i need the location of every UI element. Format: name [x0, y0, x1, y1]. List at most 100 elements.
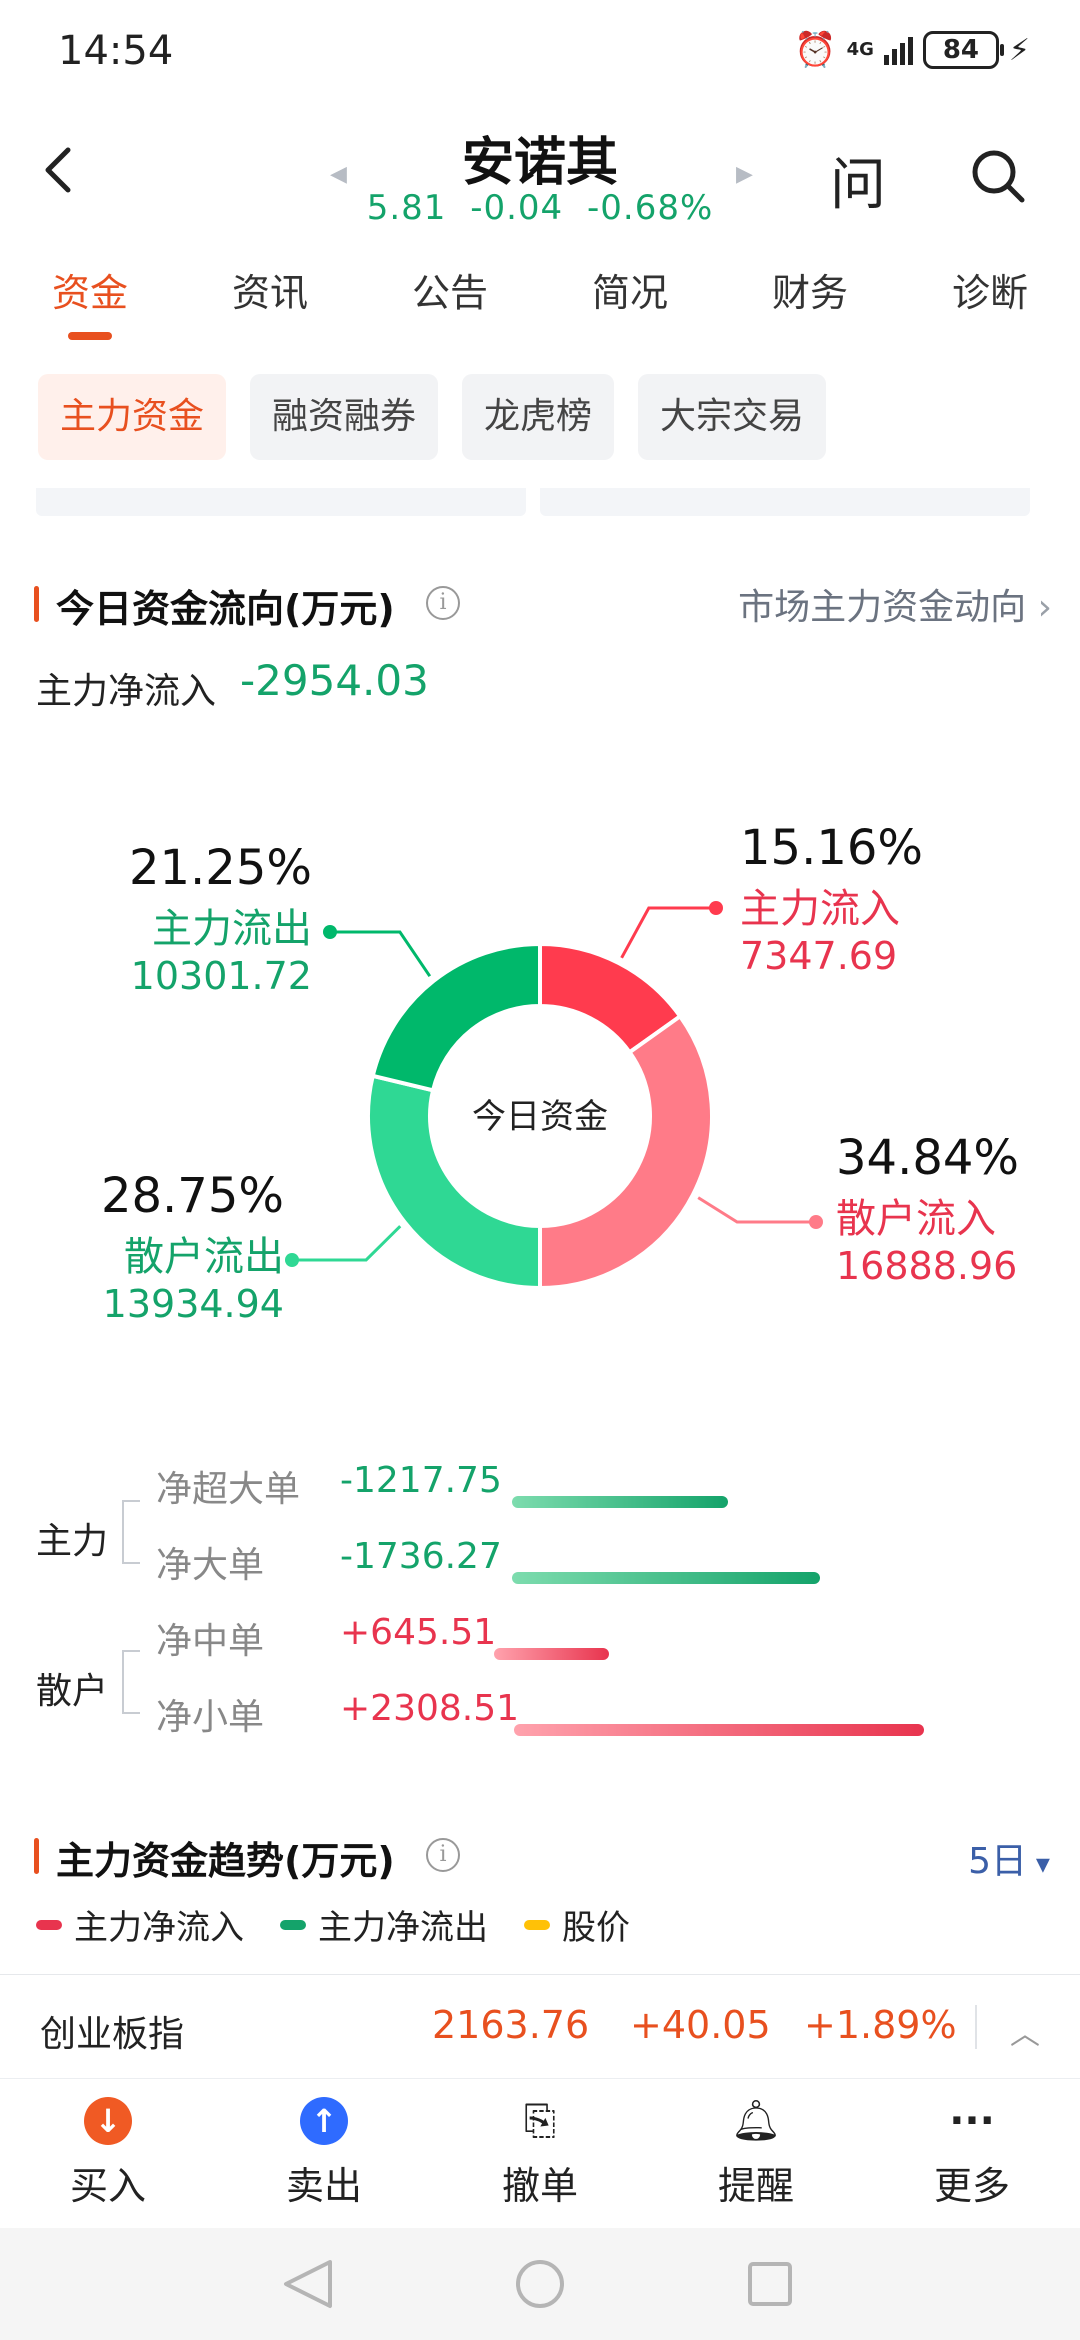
retail-group-label: 散户	[36, 1671, 109, 1712]
leader-dot-3	[323, 925, 337, 939]
fund-flow-donut: 今日资金 15.16% 主力流入 7347.69 34.84% 散户流入 168…	[0, 760, 1080, 1380]
sell-label: 卖出	[285, 2164, 362, 2208]
search-icon[interactable]	[968, 146, 1028, 206]
chevron-right-icon: ›	[1037, 587, 1052, 628]
retail-bracket	[122, 1650, 140, 1714]
buy-label: 买入	[69, 2164, 146, 2208]
stock-price: 5.81	[366, 188, 447, 228]
donut-slice-3	[370, 941, 542, 1093]
alert-button[interactable]: 🔔︎ 提醒	[676, 2097, 836, 2210]
legend-label-inflow: 主力净流入	[74, 1908, 244, 1948]
more-label: 更多	[933, 2164, 1010, 2208]
row-value-medium: +645.51	[340, 1612, 497, 1653]
index-divider	[975, 2005, 977, 2049]
market-flow-link-label: 市场主力资金动向	[738, 587, 1027, 628]
row-value-small: +2308.51	[340, 1688, 520, 1729]
row-value-large: -1736.27	[340, 1536, 502, 1577]
leader-line-3	[330, 930, 432, 978]
tab-funds[interactable]: 资金	[51, 271, 128, 315]
sell-button[interactable]: ↑ 卖出	[244, 2097, 404, 2210]
system-nav-bar	[0, 2228, 1080, 2340]
next-stock-icon[interactable]: ▶	[736, 162, 753, 187]
action-bar: ↓ 买入 ↑ 卖出 ⎘ 撤单 🔔︎ 提醒 ··· 更多	[0, 2078, 1080, 2228]
market-flow-link[interactable]: 市场主力资金动向 ›	[738, 578, 1052, 630]
status-time: 14:54	[58, 28, 174, 74]
main-in-name: 主力流入	[740, 886, 900, 932]
leader-line-0	[620, 906, 716, 959]
index-value: 2163.76	[432, 2003, 590, 2047]
index-name: 创业板指	[40, 2014, 185, 2055]
retail-out-name: 散户流出	[124, 1234, 284, 1280]
tab-news[interactable]: 资讯	[231, 271, 308, 315]
subtab-margin[interactable]: 融资融券	[250, 374, 439, 460]
bar-large	[512, 1572, 821, 1584]
cancel-order-button[interactable]: ⎘ 撤单	[460, 2097, 620, 2210]
nav-recents-icon[interactable]	[748, 2262, 792, 2306]
quote-row: 5.81 -0.04 -0.68%	[0, 188, 1080, 228]
subtab-block-trade[interactable]: 大宗交易	[638, 374, 827, 460]
row-label-small: 净小单	[156, 1697, 265, 1738]
main-bracket	[122, 1500, 140, 1564]
legend-swatch-outflow	[280, 1919, 306, 1930]
nav-back-icon[interactable]	[284, 2260, 332, 2308]
legend-label-outflow: 主力净流出	[318, 1908, 488, 1948]
subtab-main-funds[interactable]: 主力资金	[38, 374, 227, 460]
bar-medium	[494, 1648, 609, 1660]
donut-center-label: 今日资金	[472, 1097, 608, 1137]
slice-label-retail-out: 28.75% 散户流出 13934.94	[84, 1168, 284, 1326]
net-inflow-label: 主力净流入	[36, 671, 217, 712]
period-selector[interactable]: 5日	[968, 1832, 1050, 1884]
main-out-amount: 10301.72	[130, 954, 312, 998]
index-ticker-bar[interactable]: 创业板指 2163.76 +40.05 +1.89% ︿	[0, 1974, 1080, 2078]
stock-change: -0.04	[470, 188, 564, 228]
chevron-up-icon[interactable]: ︿	[1010, 2017, 1040, 2052]
buy-button[interactable]: ↓ 买入	[28, 2097, 188, 2210]
more-button[interactable]: ··· 更多	[892, 2097, 1052, 2210]
summary-card-right	[540, 488, 1030, 516]
stock-header: 安诺其 ◀ 5.81 -0.04 -0.68% ▶ 问	[0, 110, 1080, 250]
nav-icons	[284, 2260, 792, 2308]
charging-icon: ⚡	[1008, 32, 1030, 68]
retail-out-pct: 28.75%	[100, 1168, 284, 1224]
more-icon: ···	[949, 2098, 995, 2144]
retail-in-pct: 34.84%	[836, 1130, 1020, 1186]
bar-super-large	[512, 1496, 729, 1508]
back-icon[interactable]	[30, 140, 90, 200]
subtab-dragon-tiger[interactable]: 龙虎榜	[462, 374, 615, 460]
donut-svg: 今日资金	[285, 901, 823, 1291]
tab-announcements[interactable]: 公告	[411, 271, 488, 315]
status-bar: 14:54 ⏰ 4G 84 ⚡	[0, 0, 1080, 110]
info-icon[interactable]: i	[426, 1838, 460, 1872]
battery-icon: 84	[922, 31, 1004, 69]
leader-dot-1	[809, 1215, 823, 1229]
network-label: 4G	[846, 39, 874, 60]
section-marker	[34, 1838, 39, 1874]
status-icons: ⏰ 4G 84 ⚡	[794, 30, 1030, 70]
legend-inflow: 主力净流入	[36, 1900, 244, 1949]
main-in-amount: 7347.69	[740, 934, 898, 978]
leader-dot-0	[709, 901, 723, 915]
legend-price: 股价	[524, 1900, 630, 1949]
legend-swatch-price	[524, 1919, 550, 1930]
ask-button[interactable]: 问	[830, 153, 886, 218]
retail-in-name: 散户流入	[836, 1196, 996, 1242]
trend-legend: 主力净流入 主力净流出 股价	[36, 1900, 630, 1949]
row-value-super-large: -1217.75	[340, 1460, 502, 1501]
prev-stock-icon[interactable]: ◀	[330, 162, 347, 187]
nav-home-icon[interactable]	[516, 2260, 564, 2308]
tab-diagnosis[interactable]: 诊断	[951, 271, 1028, 315]
main-tabs: 资金 资讯 公告 简况 财务 诊断	[0, 262, 1080, 342]
tab-profile[interactable]: 简况	[591, 271, 668, 315]
tab-financials[interactable]: 财务	[771, 271, 848, 315]
leader-line-2	[292, 1225, 402, 1262]
info-icon[interactable]: i	[426, 586, 460, 620]
main-out-pct: 21.25%	[128, 840, 312, 896]
today-flow-title: 今日资金流向(万元)	[56, 587, 395, 631]
cancel-order-label: 撤单	[501, 2164, 578, 2208]
leader-line-1	[697, 1196, 816, 1224]
tab-underline	[68, 332, 112, 340]
slice-label-main-out: 21.25% 主力流出 10301.72	[112, 840, 312, 998]
row-label-super-large: 净超大单	[156, 1469, 301, 1510]
slice-label-retail-in: 34.84% 散户流入 16888.96	[836, 1130, 1019, 1288]
sell-icon: ↑	[300, 2097, 348, 2145]
